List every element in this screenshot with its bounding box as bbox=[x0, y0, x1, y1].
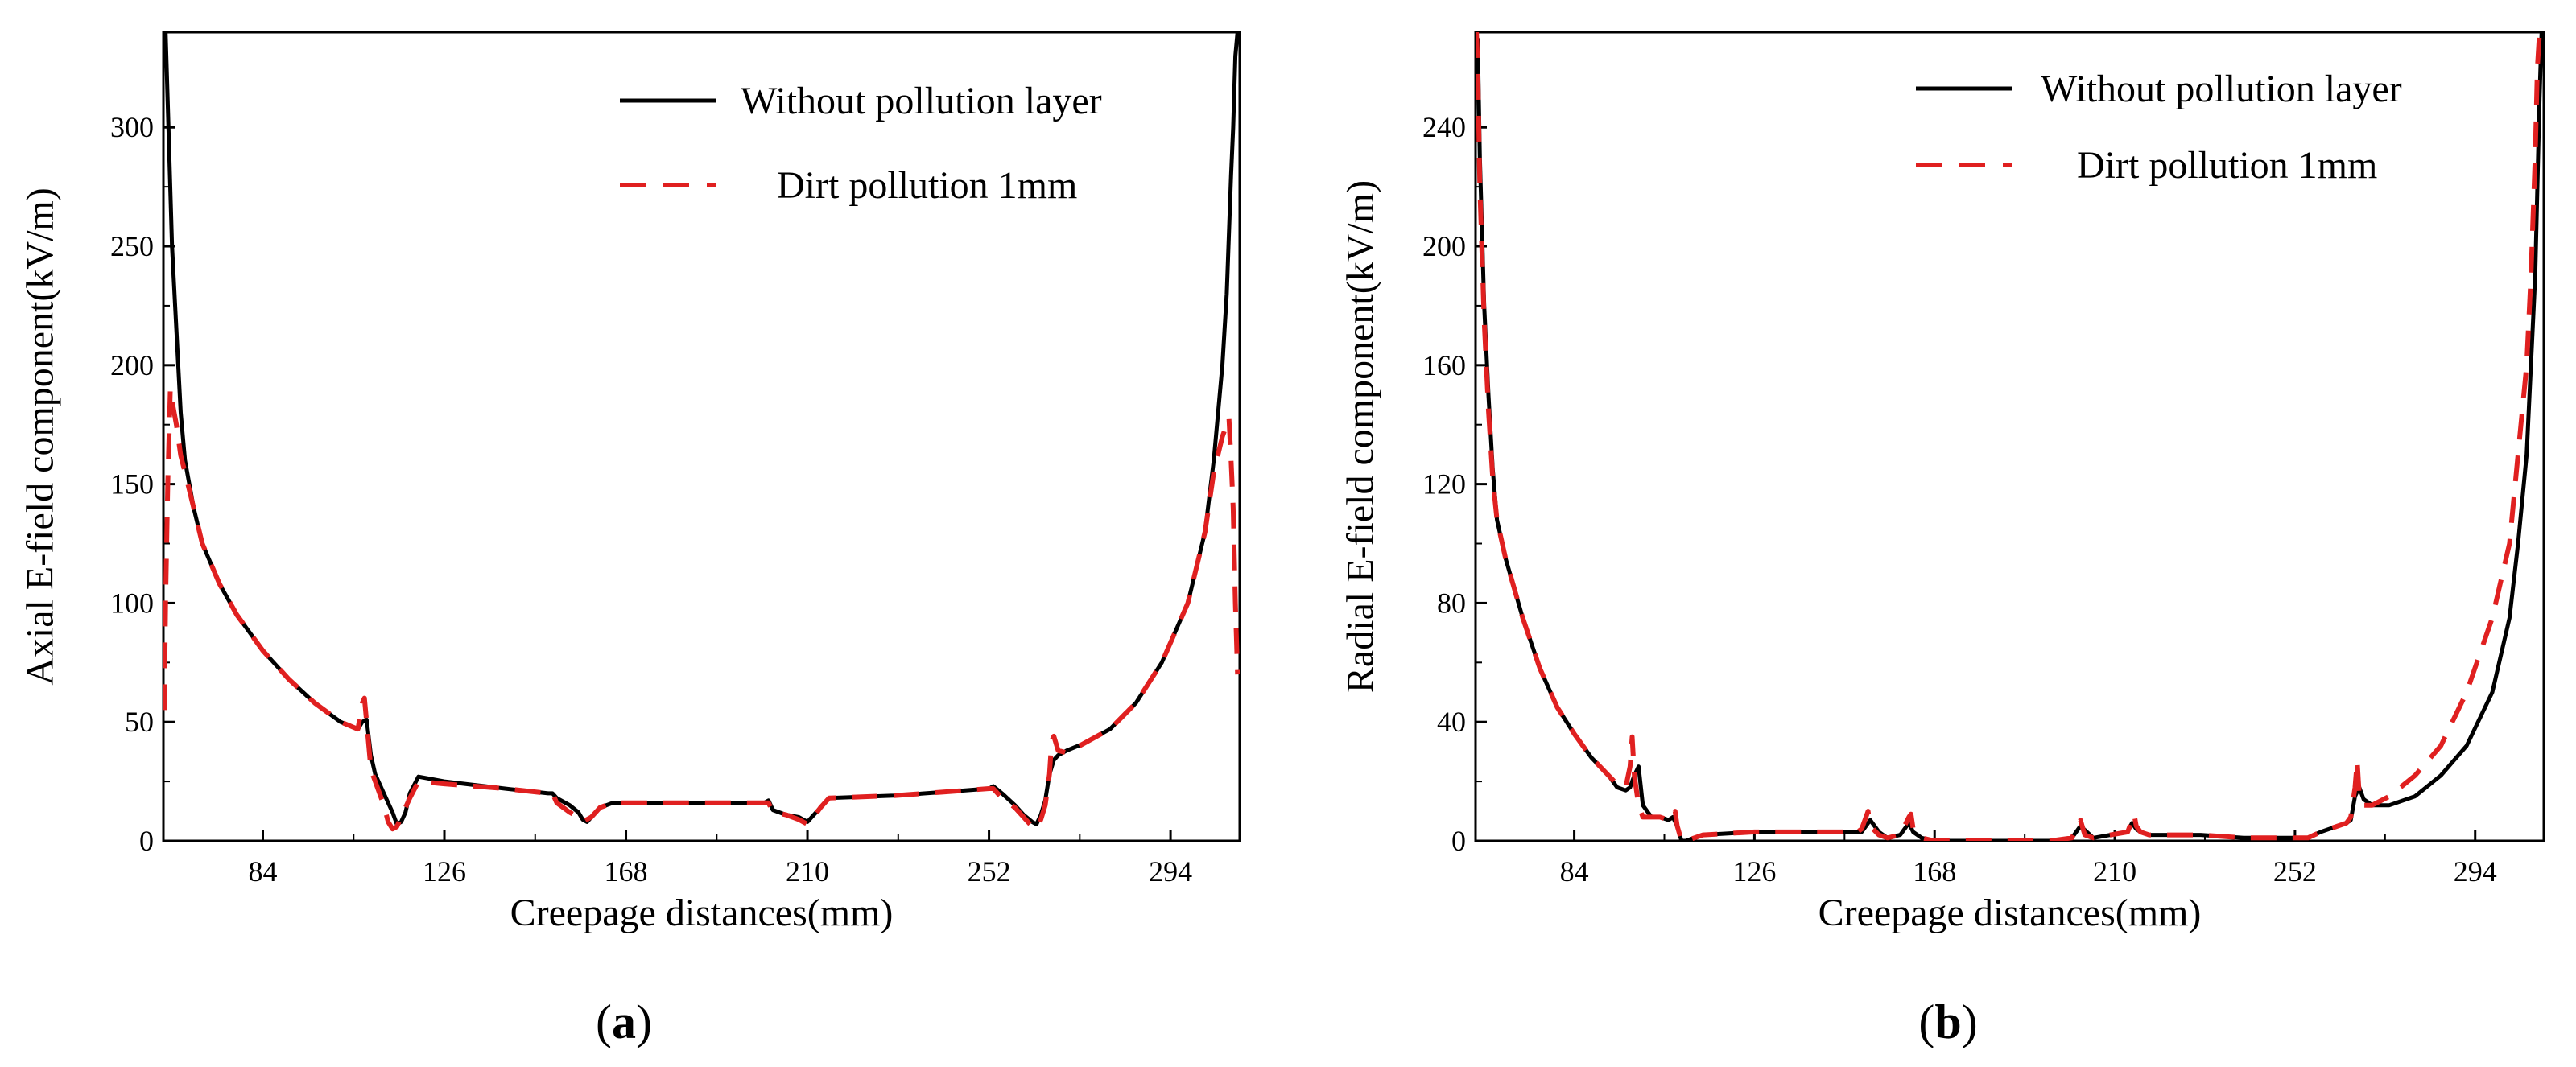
x-tick-label: 252 bbox=[2273, 855, 2317, 888]
x-axis-title: Creepage distances(mm) bbox=[510, 892, 894, 934]
y-tick-label: 250 bbox=[110, 230, 154, 262]
chart-panel-b: 84 126 168 210 252 294 0 40 80 120 160 200 240 Creepa… bbox=[1340, 31, 2545, 1048]
y-axis-title: Radial E-field component(kV/m) bbox=[1340, 180, 1382, 693]
series-line-without-pollution bbox=[1476, 32, 2544, 841]
x-tick-label: 84 bbox=[248, 855, 277, 888]
x-tick-label: 126 bbox=[423, 855, 466, 888]
panel-label-open: ( bbox=[1918, 995, 1934, 1048]
panel-label-open: ( bbox=[596, 995, 612, 1048]
x-tick-label: 84 bbox=[1560, 855, 1589, 888]
series-line-dirt-pollution bbox=[1476, 32, 2542, 841]
panel-label-close: ) bbox=[1962, 995, 1978, 1048]
y-tick-label: 160 bbox=[1422, 349, 1466, 381]
legend-label: Without pollution layer bbox=[741, 80, 1102, 122]
series-line-without-pollution bbox=[163, 32, 1240, 826]
y-tick-label: 50 bbox=[125, 706, 154, 738]
y-tick-label: 200 bbox=[1422, 230, 1466, 262]
y-tick-label: 150 bbox=[110, 468, 154, 501]
y-axis-title: Axial E-field component(kV/m) bbox=[19, 187, 62, 686]
y-tick-label: 100 bbox=[110, 587, 154, 619]
y-tick-label: 0 bbox=[139, 825, 154, 857]
y-tick-label: 80 bbox=[1437, 587, 1466, 619]
x-axis-title: Creepage distances(mm) bbox=[1818, 892, 2202, 934]
plot-frame bbox=[1474, 31, 2545, 842]
panel-label: (a) bbox=[596, 995, 652, 1048]
legend-label: Dirt pollution 1mm bbox=[2077, 144, 2377, 187]
y-tick-label: 120 bbox=[1422, 468, 1466, 501]
x-tick-label: 168 bbox=[605, 855, 648, 888]
y-tick-label: 240 bbox=[1422, 111, 1466, 143]
panel-label: (b) bbox=[1918, 995, 1977, 1048]
y-tick-label: 0 bbox=[1451, 825, 1466, 857]
legend-label: Without pollution layer bbox=[2041, 68, 2402, 110]
y-tick-label: 200 bbox=[110, 349, 154, 381]
x-tick-label: 210 bbox=[786, 855, 829, 888]
series-line-dirt-pollution bbox=[163, 386, 1240, 832]
x-tick-label: 210 bbox=[2093, 855, 2136, 888]
x-tick-label: 294 bbox=[2454, 855, 2497, 888]
chart-panel-a: 84 126 168 210 252 294 0 50 100 150 200 250 300 Creep… bbox=[19, 31, 1241, 1048]
y-tick-label: 300 bbox=[110, 111, 154, 143]
y-tick-label: 40 bbox=[1437, 706, 1466, 738]
x-tick-label: 168 bbox=[1913, 855, 1956, 888]
panel-label-close: ) bbox=[636, 995, 652, 1048]
x-tick-label: 252 bbox=[968, 855, 1011, 888]
x-tick-label: 126 bbox=[1732, 855, 1776, 888]
legend-label: Dirt pollution 1mm bbox=[777, 164, 1077, 207]
plot-frame bbox=[162, 31, 1241, 842]
panel-label-letter: b bbox=[1934, 995, 1961, 1048]
x-tick-label: 294 bbox=[1149, 855, 1192, 888]
panel-label-letter: a bbox=[612, 995, 636, 1048]
